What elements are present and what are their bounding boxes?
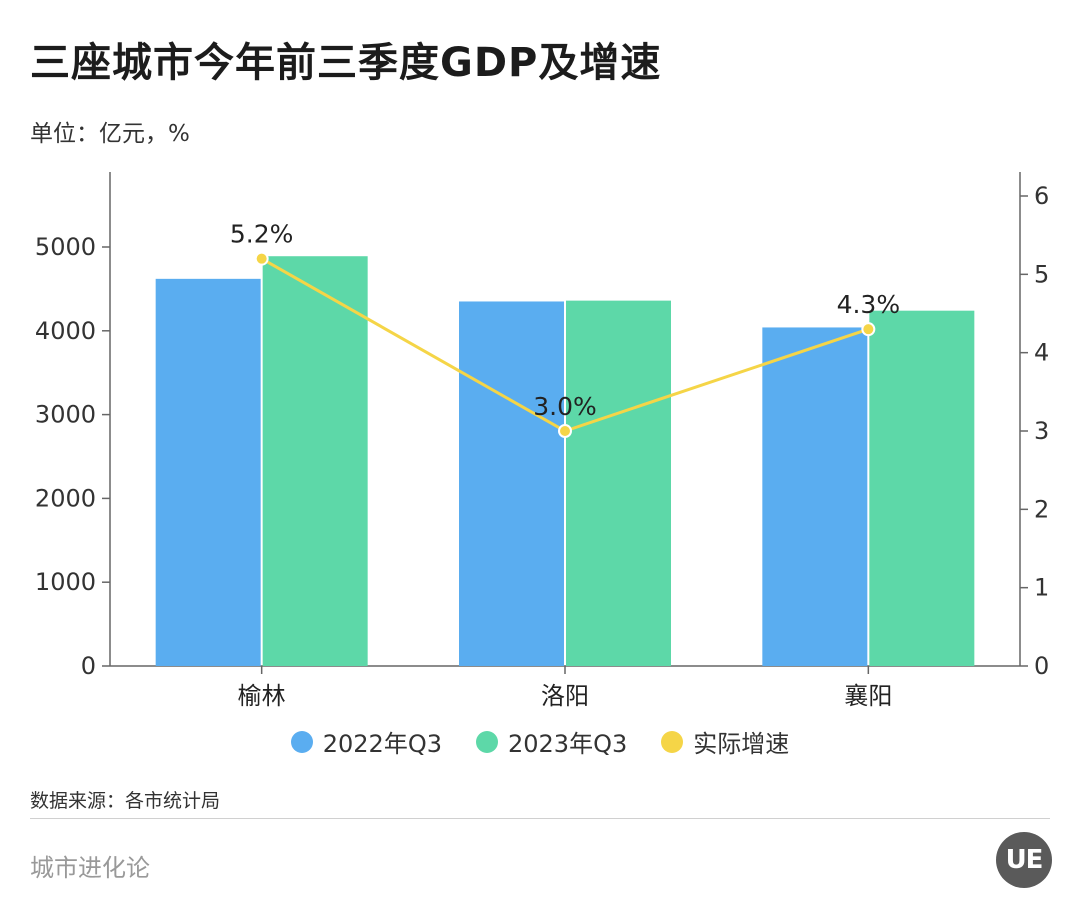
legend: 2022年Q3 2023年Q3 实际增速 (0, 724, 1080, 759)
growth-point (558, 424, 572, 438)
x-tick-label: 榆林 (238, 682, 286, 710)
legend-dot-2023 (476, 730, 498, 753)
growth-data-label: 4.3% (837, 290, 901, 319)
chart-title: 三座城市今年前三季度GDP及增速 (30, 40, 662, 86)
bar-2022 (762, 327, 868, 666)
data-source: 数据来源：各市统计局 (30, 790, 221, 812)
y-right-tick-label: 3 (1034, 417, 1049, 445)
y-right-tick-label: 4 (1034, 339, 1049, 367)
y-left-tick-label: 0 (81, 652, 96, 680)
y-right-tick-label: 0 (1034, 652, 1049, 680)
y-right-tick-label: 5 (1034, 260, 1049, 288)
brand-logo: UE (996, 832, 1052, 888)
x-tick-label: 洛阳 (541, 682, 589, 710)
y-right-tick-label: 6 (1034, 182, 1049, 210)
unit-label: 单位：亿元，% (30, 121, 190, 147)
legend-label-2022: 2022年Q3 (322, 730, 442, 758)
bar-2023 (869, 310, 975, 666)
bar-2022 (459, 301, 564, 666)
bar-2023 (566, 300, 671, 666)
legend-item-2022: 2022年Q3 (290, 724, 442, 759)
y-left-tick-label: 5000 (35, 233, 96, 261)
growth-point (254, 251, 269, 266)
growth-data-label: 3.0% (533, 392, 597, 421)
y-right-tick-label: 1 (1034, 574, 1049, 602)
brand-name: 城市进化论 (30, 854, 150, 882)
legend-dot-2022 (290, 730, 313, 753)
y-left-tick-label: 2000 (35, 484, 96, 512)
y-left-tick-label: 4000 (35, 317, 96, 345)
growth-data-label: 5.2% (230, 220, 294, 249)
y-left-tick-label: 3000 (35, 401, 96, 429)
bar-2023 (262, 256, 368, 666)
bar-2022 (155, 278, 261, 666)
legend-label-2023: 2023年Q3 (508, 730, 628, 758)
legend-dot-growth (661, 730, 684, 753)
y-right-tick-label: 2 (1034, 495, 1049, 523)
legend-item-2023: 2023年Q3 (476, 724, 627, 759)
legend-item-growth: 实际增速 (661, 724, 789, 759)
y-left-tick-label: 1000 (35, 568, 96, 596)
growth-point (861, 322, 876, 337)
footer-divider (30, 818, 1050, 819)
x-tick-label: 襄阳 (844, 682, 892, 710)
legend-label-growth: 实际增速 (693, 730, 790, 758)
